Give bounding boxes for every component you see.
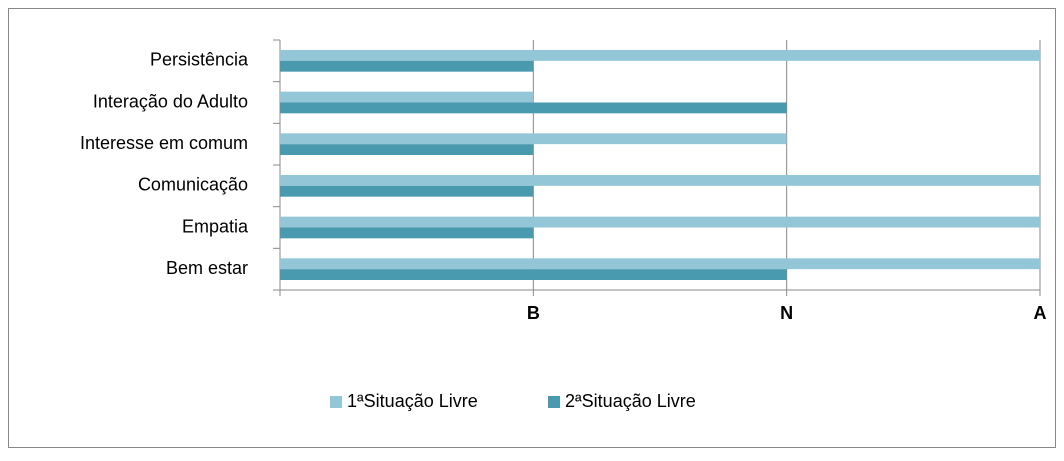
- bar: [280, 144, 534, 155]
- bar: [280, 185, 534, 197]
- bar: [280, 102, 787, 114]
- legend-label: 2ªSituação Livre: [565, 391, 696, 411]
- y-tick-label: Bem estar: [166, 258, 248, 278]
- bar: [280, 269, 787, 280]
- legend-swatch: [548, 396, 560, 408]
- bar: [280, 60, 534, 72]
- bar: [280, 175, 1040, 186]
- y-tick-label: Interação do Adulto: [93, 91, 248, 111]
- bar: [280, 133, 787, 145]
- bar: [280, 227, 534, 239]
- y-tick-label: Persistência: [150, 50, 249, 70]
- bar: [280, 216, 1040, 228]
- legend-label: 1ªSituação Livre: [347, 391, 478, 411]
- x-tick-label: N: [780, 303, 793, 323]
- x-tick-label: B: [527, 303, 540, 323]
- bar: [280, 258, 1040, 270]
- y-tick-label: Interesse em comum: [80, 133, 248, 153]
- y-tick-label: Comunicação: [138, 175, 248, 195]
- x-tick-label: A: [1034, 303, 1047, 323]
- bar: [280, 50, 1040, 61]
- legend-swatch: [330, 396, 342, 408]
- bar: [280, 91, 534, 103]
- y-tick-label: Empatia: [182, 216, 249, 236]
